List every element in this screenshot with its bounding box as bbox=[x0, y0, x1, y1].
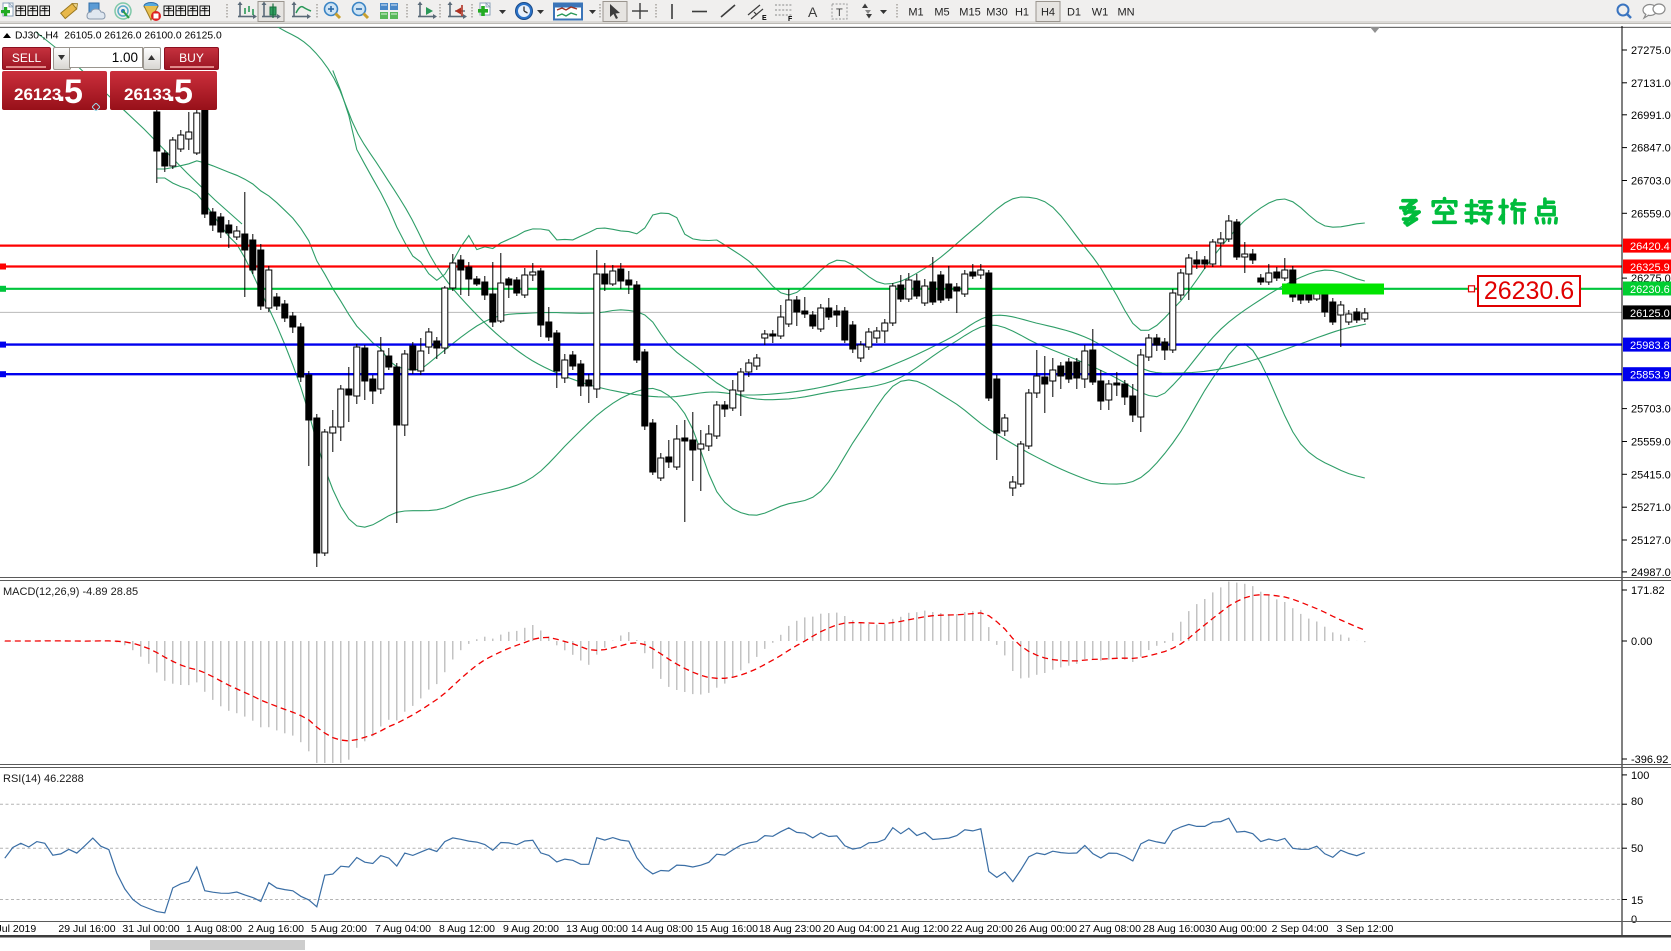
svg-text:26230.6: 26230.6 bbox=[1630, 284, 1670, 296]
svg-text:30 Aug 00:00: 30 Aug 00:00 bbox=[1205, 923, 1267, 935]
svg-text:25983.8: 25983.8 bbox=[1630, 340, 1670, 352]
svg-text:H4: H4 bbox=[1041, 7, 1055, 19]
svg-text:1 Aug 08:00: 1 Aug 08:00 bbox=[186, 923, 242, 935]
svg-text:MACD(12,26,9) -4.89 28.85: MACD(12,26,9) -4.89 28.85 bbox=[3, 586, 138, 598]
svg-text:D1: D1 bbox=[1067, 7, 1081, 19]
svg-text:H1: H1 bbox=[1015, 7, 1029, 19]
svg-text:W1: W1 bbox=[1092, 7, 1109, 19]
svg-text:100: 100 bbox=[1631, 770, 1649, 782]
svg-text:25415.0: 25415.0 bbox=[1631, 469, 1671, 481]
svg-text:80: 80 bbox=[1631, 796, 1643, 808]
svg-text:26 Aug 00:00: 26 Aug 00:00 bbox=[1015, 923, 1077, 935]
svg-text:22 Aug 20:00: 22 Aug 20:00 bbox=[951, 923, 1013, 935]
svg-text:8 Aug 12:00: 8 Aug 12:00 bbox=[439, 923, 495, 935]
svg-text:RSI(14) 46.2288: RSI(14) 46.2288 bbox=[3, 773, 84, 785]
svg-text:3 Sep 12:00: 3 Sep 12:00 bbox=[1337, 923, 1394, 935]
svg-text:27275.0: 27275.0 bbox=[1631, 45, 1671, 57]
svg-text:26847.0: 26847.0 bbox=[1631, 143, 1671, 155]
svg-text:15 Aug 16:00: 15 Aug 16:00 bbox=[696, 923, 758, 935]
svg-text:DJ30-,H4 26105.0 26126.0 2610: DJ30-,H4 26105.0 26126.0 26100.0 26125.0 bbox=[15, 31, 222, 42]
svg-text:0: 0 bbox=[1631, 914, 1637, 926]
svg-text:-396.92: -396.92 bbox=[1631, 754, 1668, 766]
svg-text:171.82: 171.82 bbox=[1631, 585, 1665, 597]
svg-text:27131.0: 27131.0 bbox=[1631, 78, 1671, 90]
svg-text:M15: M15 bbox=[959, 7, 980, 19]
svg-text:26420.4: 26420.4 bbox=[1630, 241, 1670, 253]
svg-text:31 Jul 00:00: 31 Jul 00:00 bbox=[122, 923, 179, 935]
svg-text:9 Aug 20:00: 9 Aug 20:00 bbox=[503, 923, 559, 935]
svg-text:27 Aug 08:00: 27 Aug 08:00 bbox=[1079, 923, 1141, 935]
svg-text:2 Sep 04:00: 2 Sep 04:00 bbox=[1272, 923, 1329, 935]
svg-text:M1: M1 bbox=[908, 7, 923, 19]
svg-text:A: A bbox=[808, 4, 818, 20]
svg-text:M5: M5 bbox=[934, 7, 949, 19]
svg-text:15: 15 bbox=[1631, 895, 1643, 907]
svg-text:24987.0: 24987.0 bbox=[1631, 567, 1671, 579]
svg-text:29 Jul 16:00: 29 Jul 16:00 bbox=[58, 923, 115, 935]
svg-text:25127.0: 25127.0 bbox=[1631, 535, 1671, 547]
svg-text:26559.0: 26559.0 bbox=[1631, 208, 1671, 220]
svg-text:0.00: 0.00 bbox=[1631, 636, 1652, 648]
svg-text:14 Aug 08:00: 14 Aug 08:00 bbox=[631, 923, 693, 935]
svg-text:26703.0: 26703.0 bbox=[1631, 176, 1671, 188]
svg-text:25853.9: 25853.9 bbox=[1630, 370, 1670, 382]
svg-text:26991.0: 26991.0 bbox=[1631, 110, 1671, 122]
svg-text:F: F bbox=[788, 16, 793, 23]
svg-text:26325.9: 26325.9 bbox=[1630, 262, 1670, 274]
svg-text:28 Aug 16:00: 28 Aug 16:00 bbox=[1143, 923, 1205, 935]
svg-text:2 Aug 16:00: 2 Aug 16:00 bbox=[248, 923, 304, 935]
svg-text:26230.6: 26230.6 bbox=[1484, 277, 1574, 305]
svg-text:25271.0: 25271.0 bbox=[1631, 502, 1671, 514]
svg-text:6 Jul 2019: 6 Jul 2019 bbox=[0, 923, 36, 935]
svg-text:25559.0: 25559.0 bbox=[1631, 437, 1671, 449]
svg-text:26125.0: 26125.0 bbox=[1630, 308, 1670, 320]
svg-text:50: 50 bbox=[1631, 843, 1643, 855]
svg-text:20 Aug 04:00: 20 Aug 04:00 bbox=[823, 923, 885, 935]
svg-text:25703.0: 25703.0 bbox=[1631, 404, 1671, 416]
svg-text:MN: MN bbox=[1117, 7, 1134, 19]
svg-text:T: T bbox=[836, 7, 843, 19]
svg-text:M30: M30 bbox=[986, 7, 1007, 19]
svg-text:E: E bbox=[762, 15, 767, 22]
svg-text:7 Aug 04:00: 7 Aug 04:00 bbox=[375, 923, 431, 935]
svg-text:5 Aug 20:00: 5 Aug 20:00 bbox=[311, 923, 367, 935]
svg-text:21 Aug 12:00: 21 Aug 12:00 bbox=[887, 923, 949, 935]
svg-text:18 Aug 23:00: 18 Aug 23:00 bbox=[759, 923, 821, 935]
svg-text:13 Aug 00:00: 13 Aug 00:00 bbox=[566, 923, 628, 935]
